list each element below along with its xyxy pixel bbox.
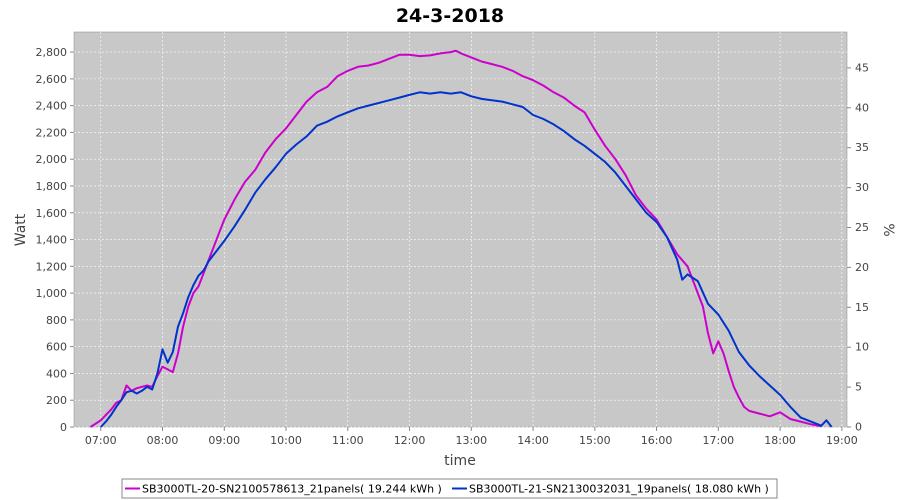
y-tick-label: 2,400 [36, 100, 68, 113]
x-tick-label: 07:00 [85, 434, 117, 447]
y-tick-label: 800 [46, 314, 67, 327]
legend-entry: SB3000TL-21-SN2130032031_19panels( 18.08… [469, 483, 769, 496]
y-axis-label: Watt [13, 213, 29, 246]
x-axis-label: time [444, 453, 476, 469]
y2-tick-label: 15 [855, 301, 869, 314]
y-tick-label: 0 [60, 421, 67, 434]
x-tick-label: 12:00 [394, 434, 426, 447]
x-tick-label: 18:00 [764, 434, 796, 447]
x-tick-label: 09:00 [208, 434, 240, 447]
y2-tick-label: 20 [855, 261, 869, 274]
y-tick-label: 1,200 [36, 260, 68, 273]
y-tick-label: 400 [46, 367, 67, 380]
series-layer [89, 49, 833, 428]
y2-axis: 0 5 10 15 20 25 30 35 40 45 [847, 61, 869, 434]
x-tick-label: 13:00 [455, 434, 487, 447]
x-tick-label: 08:00 [147, 434, 179, 447]
y-tick-label: 2,800 [36, 46, 68, 59]
x-axis: 07:00 08:00 09:00 10:00 11:00 12:00 13:00 14:00… [85, 427, 858, 447]
x-tick-label: 15:00 [579, 434, 611, 447]
y-tick-label: 600 [46, 341, 67, 354]
y-tick-label: 1,800 [36, 180, 68, 193]
legend-entry: SB3000TL-20-SN2100578613_21panels( 19.24… [142, 483, 442, 496]
y2-tick-label: 0 [855, 421, 862, 434]
grid [74, 32, 847, 428]
y2-tick-label: 45 [855, 61, 869, 74]
x-tick-label: 14:00 [517, 434, 549, 447]
y-tick-label: 2,200 [36, 126, 68, 139]
y-tick-label: 1,600 [36, 207, 68, 220]
legend-box [121, 478, 778, 499]
series-line-0 [89, 49, 822, 428]
y-tick-label: 2,600 [36, 73, 68, 86]
x-tick-label: 10:00 [270, 434, 302, 447]
y-tick-label: 2,000 [36, 153, 68, 166]
x-tick-label: 17:00 [702, 434, 734, 447]
x-tick-label: 11:00 [332, 434, 364, 447]
series-line-1 [100, 91, 833, 428]
y2-tick-label: 25 [855, 221, 869, 234]
x-tick-label: 19:00 [826, 434, 858, 447]
y2-axis-label: % [880, 223, 896, 236]
legend: SB3000TL-20-SN2100578613_21panels( 19.24… [121, 478, 778, 499]
y-tick-label: 1,400 [36, 234, 68, 247]
chart-title: 24-3-2018 [396, 5, 504, 27]
y2-tick-label: 30 [855, 181, 869, 194]
x-tick-label: 16:00 [641, 434, 673, 447]
y2-tick-label: 40 [855, 101, 869, 114]
y-axis: 0 200 400 600 800 1,000 1,200 1,400 1,600 1,800 2,… [36, 46, 74, 434]
y-tick-label: 200 [46, 394, 67, 407]
plot-area [73, 31, 848, 428]
y2-tick-label: 10 [855, 341, 869, 354]
y2-tick-label: 5 [855, 381, 862, 394]
y2-tick-label: 35 [855, 141, 869, 154]
y-tick-label: 1,000 [36, 287, 68, 300]
